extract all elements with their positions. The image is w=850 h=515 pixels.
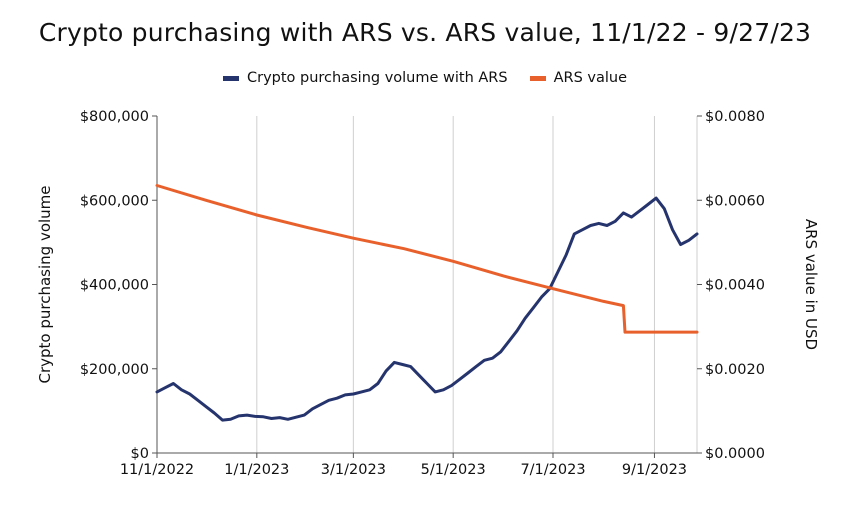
y-right-tick-label-0: $0.0000	[705, 446, 765, 462]
legend-item-ars: ARS value	[529, 70, 628, 86]
y-right-tick-label-4: $0.0080	[705, 109, 765, 125]
x-tick-label-4: 7/1/2023	[520, 462, 585, 478]
x-tick-label-1: 1/1/2023	[224, 462, 289, 478]
series-line-0	[155, 196, 699, 422]
legend-label-ars: ARS value	[553, 70, 628, 86]
y-left-tick-label-3: $600,000	[80, 193, 149, 209]
chart-title: Crypto purchasing with ARS vs. ARS value…	[38, 18, 812, 47]
legend: Crypto purchasing volume with ARS ARS va…	[0, 70, 850, 86]
y-right-tick-label-2: $0.0040	[705, 278, 765, 294]
series-line-1	[155, 184, 699, 334]
legend-item-volume: Crypto purchasing volume with ARS	[222, 70, 508, 86]
y-axis-right-title: ARS value in USD	[802, 219, 820, 350]
legend-swatch-volume	[222, 75, 239, 81]
y-right-tick-label-3: $0.0060	[705, 193, 765, 209]
y-left-tick-label-1: $200,000	[80, 362, 149, 378]
y-left-tick-label-4: $800,000	[80, 109, 149, 125]
x-tick-label-3: 5/1/2023	[421, 462, 486, 478]
y-right-tick-label-1: $0.0020	[705, 362, 765, 378]
legend-label-volume: Crypto purchasing volume with ARS	[246, 70, 508, 86]
x-tick-label-0: 11/1/2022	[120, 462, 194, 478]
y-axis-left-title: Crypto purchasing volume	[36, 185, 54, 383]
legend-swatch-ars	[529, 75, 546, 81]
y-left-tick-label-0: $0	[131, 446, 149, 462]
x-tick-label-5: 9/1/2023	[622, 462, 687, 478]
x-tick-label-2: 3/1/2023	[321, 462, 386, 478]
y-left-tick-label-2: $400,000	[80, 278, 149, 294]
